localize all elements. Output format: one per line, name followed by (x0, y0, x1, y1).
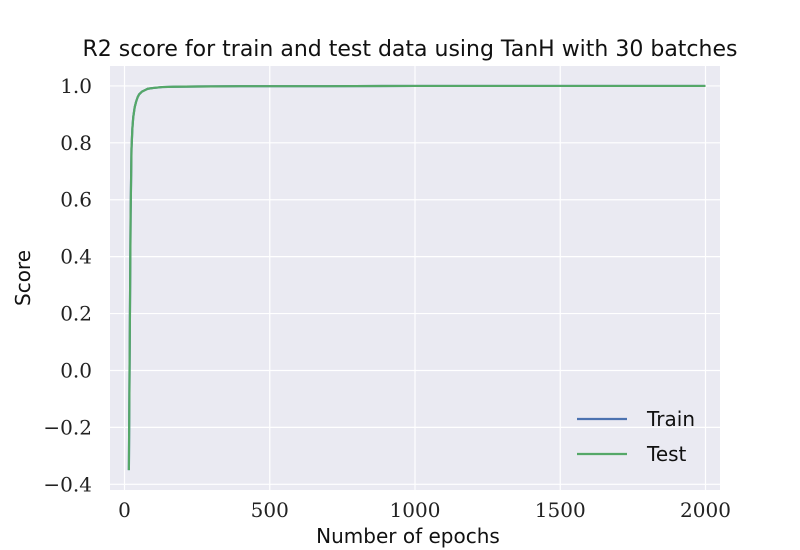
chart-title: R2 score for train and test data using T… (83, 37, 738, 62)
y-tick-label: 0.8 (60, 131, 92, 155)
y-tick-label: 0.2 (60, 302, 92, 326)
legend-label-test: Test (646, 442, 687, 466)
x-tick-label: 1000 (390, 498, 441, 522)
x-tick-label: 0 (118, 498, 131, 522)
legend-label-train: Train (646, 407, 695, 431)
y-tick-label: 0.6 (60, 188, 92, 212)
y-axis-ticks: −0.4 −0.2 0.0 0.2 0.4 0.6 0.8 1.0 (43, 74, 92, 496)
y-axis-label: Score (11, 250, 35, 306)
x-tick-label: 2000 (680, 498, 731, 522)
x-tick-label: 1500 (535, 498, 586, 522)
y-tick-label: −0.4 (43, 472, 92, 496)
x-tick-label: 500 (251, 498, 289, 522)
legend: Train Test (577, 407, 695, 466)
y-tick-label: 0.0 (60, 358, 92, 382)
x-axis-label: Number of epochs (316, 524, 500, 548)
y-tick-label: 0.4 (60, 245, 92, 269)
series-line-test (127, 84, 706, 471)
series-group (127, 84, 706, 471)
grid-lines (110, 66, 720, 490)
y-tick-label: −0.2 (43, 415, 92, 439)
y-tick-label: 1.0 (60, 74, 92, 98)
x-axis-ticks: 0 500 1000 1500 2000 (118, 498, 731, 522)
